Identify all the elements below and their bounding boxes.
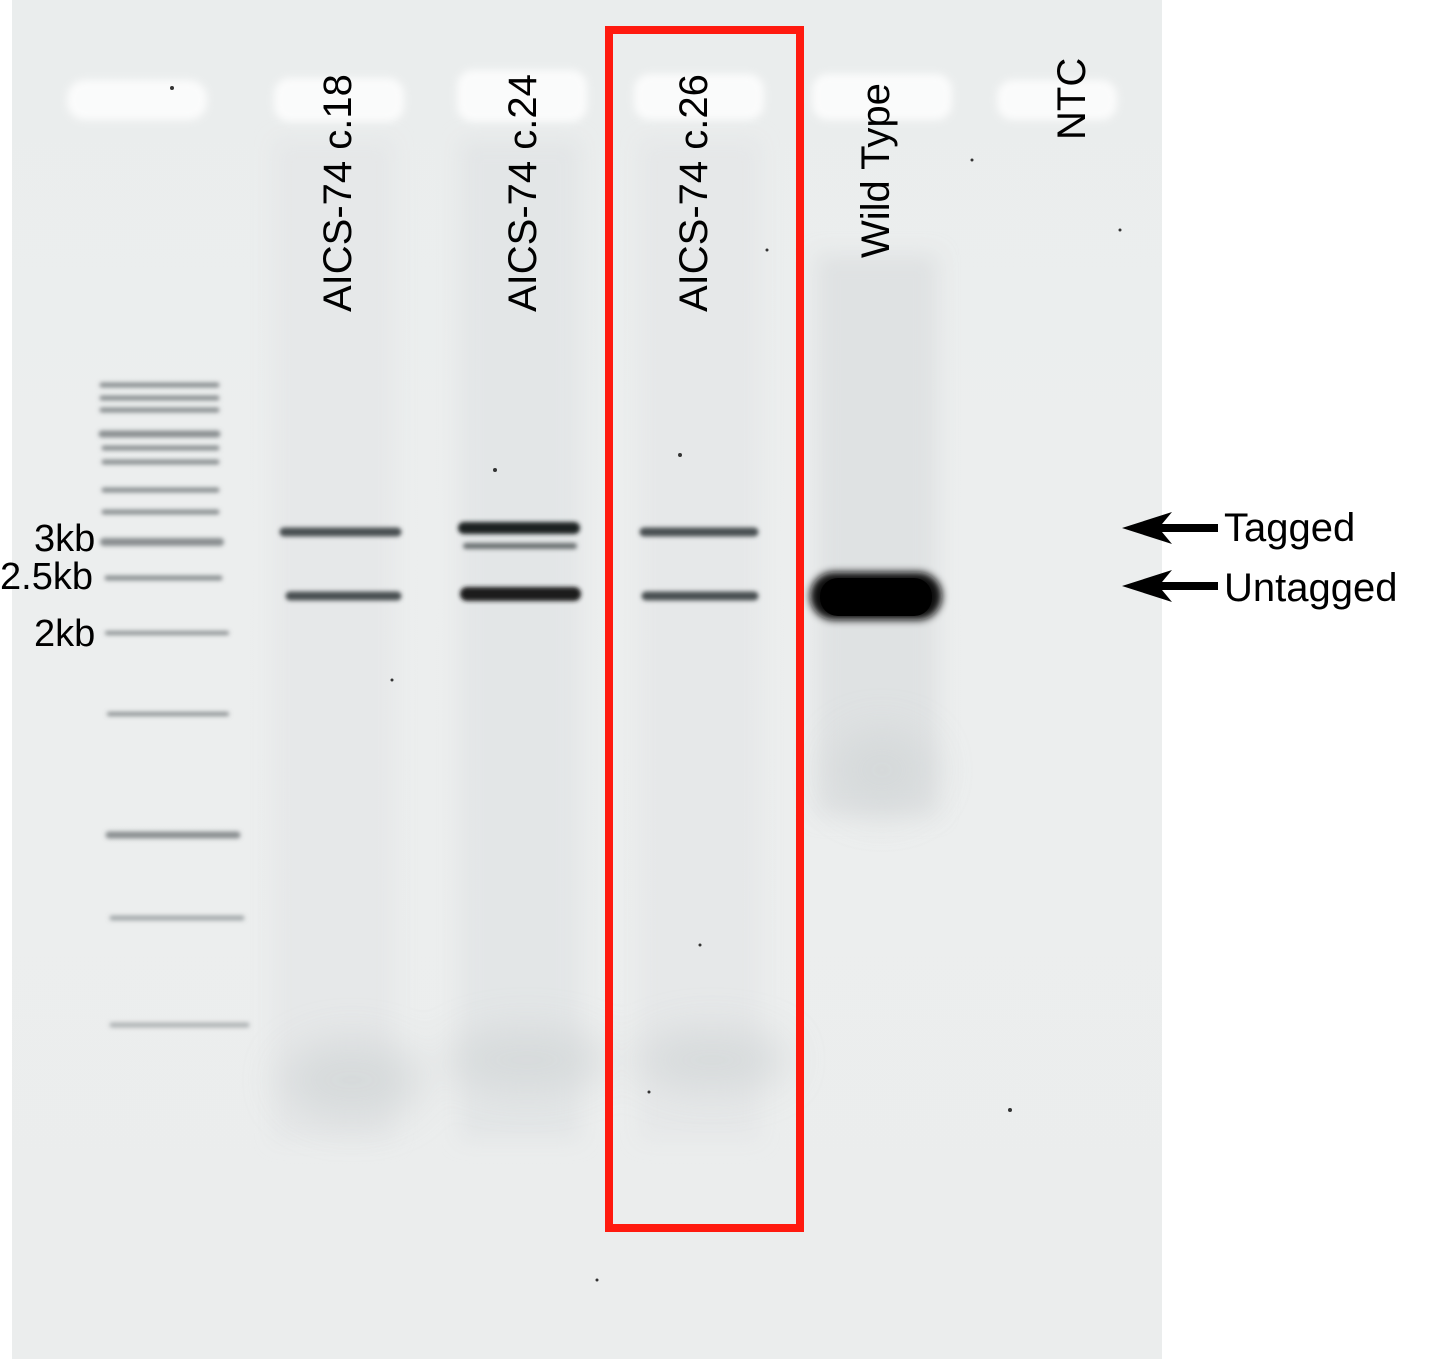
lane-label-wild-type: Wild Type <box>854 83 898 258</box>
wild-type-band <box>810 572 942 620</box>
band-label-untagged: Untagged <box>1224 566 1398 610</box>
arrow-left-icon <box>1122 570 1218 602</box>
wells <box>67 70 1117 122</box>
specks <box>170 86 1122 1282</box>
lane-label-ntc: NTC <box>1050 57 1094 140</box>
primer-smears <box>282 730 932 1120</box>
lane-smears <box>274 140 937 1140</box>
sample-bands <box>279 522 759 601</box>
lane-label-c24: AICS-74 c.24 <box>501 74 545 312</box>
gel-image <box>12 0 1162 1359</box>
size-label-2-5kb: 2.5kb <box>0 556 93 598</box>
ladder-bands <box>98 382 250 1028</box>
arrow-left-icon <box>1122 512 1218 544</box>
size-label-3kb: 3kb <box>34 518 96 560</box>
size-label-2kb: 2kb <box>34 613 96 655</box>
highlight-box <box>605 26 804 1232</box>
gel-bands <box>67 70 1122 1282</box>
band-label-tagged: Tagged <box>1224 506 1356 550</box>
lane-label-c18: AICS-74 c.18 <box>316 74 360 312</box>
